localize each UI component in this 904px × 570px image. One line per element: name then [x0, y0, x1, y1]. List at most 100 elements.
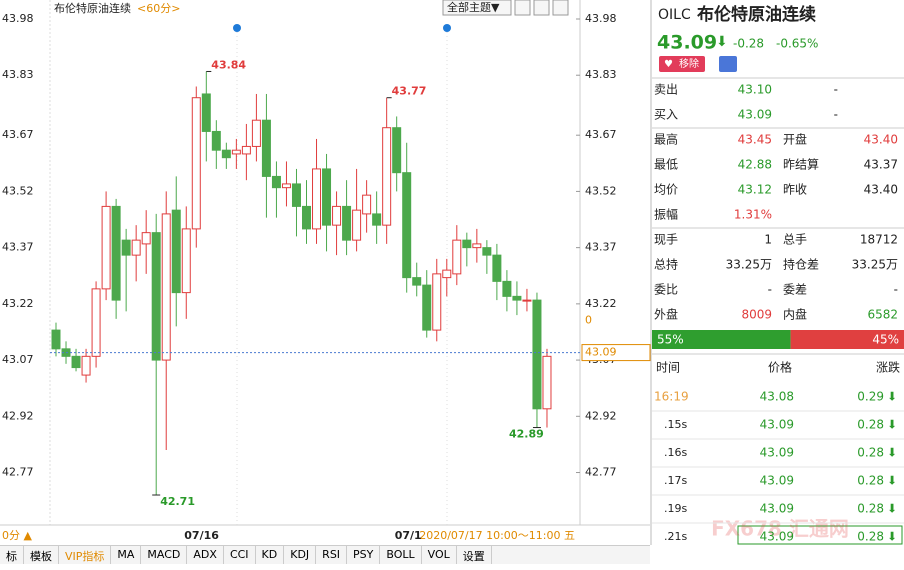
candle-body — [422, 284, 432, 331]
candle-body — [402, 172, 412, 279]
candle-body — [412, 277, 422, 286]
toolbar-item[interactable]: MACD — [141, 546, 188, 564]
toolbar-item[interactable]: 设置 — [457, 546, 492, 564]
tool-button[interactable] — [533, 0, 550, 16]
y-tick-label-right: 43.98 — [585, 12, 617, 25]
candle-body — [542, 355, 552, 410]
candle-body — [151, 232, 161, 361]
buy-ratio — [652, 330, 791, 349]
y-tick-label: 42.92 — [2, 409, 34, 422]
toolbar-item[interactable]: RSI — [316, 546, 348, 564]
candle-body — [502, 280, 512, 297]
quote-label: 振幅 — [654, 207, 678, 222]
candle-body — [121, 239, 131, 256]
y-tick-label: 43.98 — [2, 12, 34, 25]
y-tick-label: 42.77 — [2, 466, 34, 479]
screen: 布伦特原油连续 <60分> 全部主题▼ 0分 ▲ 2020/07/17 10:0… — [0, 0, 904, 545]
y-tick-label: 43.83 — [2, 68, 34, 81]
period: <60分> — [137, 2, 180, 15]
toolbar-item[interactable]: KDJ — [284, 546, 317, 564]
theme-button-label[interactable]: 全部主题▼ — [447, 0, 500, 14]
quote-value: 8009 — [741, 308, 772, 322]
toolbar-item[interactable]: MA — [111, 546, 142, 564]
quote-value: 6582 — [867, 308, 898, 322]
sell-ratio-label: 45% — [872, 333, 899, 347]
down-arrow: ⬇ — [887, 390, 897, 404]
trade-price: 43.09 — [760, 530, 794, 544]
toolbar-item[interactable]: PSY — [347, 546, 381, 564]
quote-value: 43.09 — [738, 108, 772, 122]
trade-change: 0.28 — [857, 446, 884, 460]
y-tick-label: 43.67 — [2, 128, 34, 141]
remove-button[interactable] — [659, 56, 705, 72]
down-arrow: ⬇ — [716, 34, 728, 50]
candle-body — [131, 239, 141, 256]
symbol: OILC — [658, 7, 691, 23]
candle-body — [302, 205, 311, 230]
candle-body — [251, 119, 261, 147]
candle-body — [111, 205, 121, 301]
toolbar-item[interactable]: KD — [256, 546, 285, 564]
quote-value: 18712 — [860, 233, 898, 247]
remove-label[interactable]: 移除 — [679, 57, 699, 70]
quote-value: 1.31% — [734, 208, 772, 222]
toolbar-item[interactable]: BOLL — [380, 546, 422, 564]
period-left[interactable]: 0分 ▲ — [2, 529, 32, 542]
trade-change: 0.28 — [857, 530, 884, 544]
sell-ratio — [790, 330, 904, 349]
toolbar-item[interactable]: ADX — [187, 546, 224, 564]
quote-value: 43.10 — [738, 83, 772, 97]
chart-title: 布伦特原油连续 — [54, 1, 131, 15]
quote-label: 内盘 — [783, 307, 807, 322]
candle-body — [281, 183, 291, 189]
trade-price: 43.08 — [760, 390, 794, 404]
heart-icon: ♥ — [664, 59, 673, 70]
trade-time: 16:19 — [654, 390, 689, 404]
candle-body — [342, 205, 352, 241]
quote-value: - — [768, 283, 772, 297]
quote-value: 43.12 — [738, 183, 772, 197]
quote-value: 43.40 — [864, 133, 898, 147]
candle-body — [141, 232, 151, 245]
y-tick-label-right: 43.37 — [585, 241, 617, 254]
trade-change: 0.28 — [857, 502, 884, 516]
candle-body — [432, 273, 442, 331]
toolbar-item[interactable]: VIP指标 — [59, 546, 112, 564]
candle-body — [181, 228, 191, 294]
theme-button[interactable] — [442, 0, 512, 16]
toolbar-item[interactable]: 标 — [0, 546, 24, 564]
candle-body — [271, 175, 281, 189]
y-tick-label-right: 42.77 — [585, 466, 617, 479]
candle-body — [71, 355, 81, 369]
quote-value: 33.25万 — [726, 258, 772, 272]
candle-body — [452, 239, 462, 275]
quote-value: 42.88 — [738, 158, 772, 172]
high-label: 43.77 — [392, 85, 427, 98]
trade-price: 43.09 — [760, 446, 794, 460]
trade-time: .15s — [664, 418, 687, 431]
candle-body — [241, 145, 251, 155]
quote-label: 卖出 — [654, 83, 678, 97]
tool-button[interactable] — [552, 0, 569, 16]
y-tick-label-right: 43.67 — [585, 128, 617, 141]
quote-value: - — [894, 283, 898, 297]
candle-body — [81, 355, 91, 376]
candle-body — [352, 209, 362, 241]
candle-body — [291, 183, 301, 207]
quote-value: - — [834, 108, 838, 122]
toolbar-item[interactable]: VOL — [422, 546, 457, 564]
candle-body — [261, 119, 271, 177]
tool-button[interactable] — [514, 0, 531, 16]
trade-time: .17s — [664, 474, 687, 487]
toolbar-item[interactable]: CCI — [224, 546, 256, 564]
down-arrow: ⬇ — [887, 474, 897, 488]
alert-button[interactable] — [719, 56, 737, 72]
toolbar-item[interactable]: 模板 — [24, 546, 59, 564]
quote-value: 43.45 — [738, 133, 772, 147]
change-pct: -0.65% — [776, 37, 818, 51]
quote-label: 总持 — [654, 257, 678, 272]
candle-body — [492, 254, 502, 282]
candle-body — [522, 299, 532, 302]
y-tick-label: 43.37 — [2, 241, 34, 254]
quote-label: 昨结算 — [783, 157, 819, 172]
